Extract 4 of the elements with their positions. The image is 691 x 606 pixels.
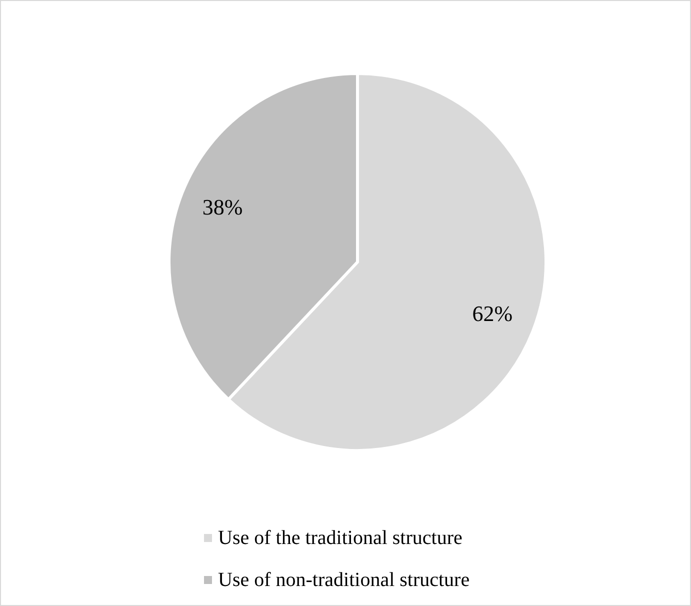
data-label: 62% (472, 301, 513, 326)
legend-label: Use of non-traditional structure (218, 568, 470, 592)
data-label: 38% (202, 194, 243, 220)
legend-label: Use of the traditional structure (218, 526, 462, 550)
